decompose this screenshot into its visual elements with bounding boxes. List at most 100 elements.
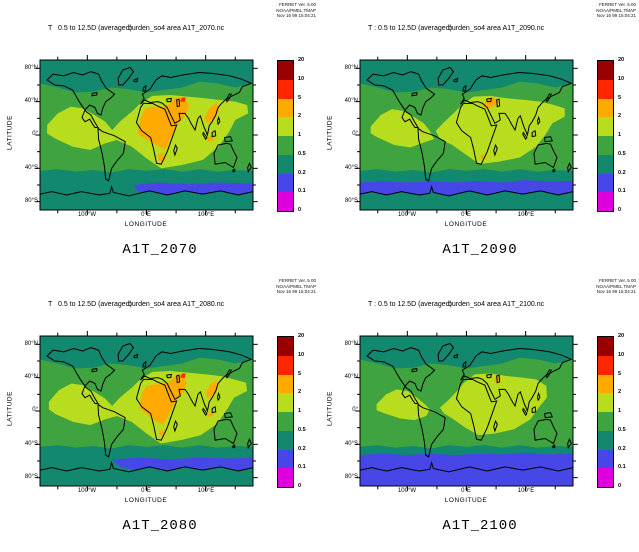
- plot-title-time-range: T : 0.5 to 12.5D (averaged): [368, 25, 452, 32]
- ferret-version-stamp: FERRET Ver. 5.00 NOAA/PMEL TMAP Nov 16 9…: [276, 278, 316, 295]
- y-tick-label: 0°: [32, 131, 38, 137]
- colorbar-segment: [278, 98, 293, 118]
- colorbar-segment: [278, 154, 293, 174]
- colorbar-label: 0.1: [618, 464, 626, 470]
- plot-title-time-range: T 0.5 to 12.5D (averaged): [48, 25, 132, 32]
- colorbar-segment: [598, 412, 613, 431]
- colorbar-label: 20: [618, 333, 625, 339]
- stamp-line: FERRET Ver. 5.00: [599, 2, 636, 7]
- y-tick-label: 80°S: [24, 198, 38, 204]
- colorbar-label: 20: [298, 57, 305, 63]
- colorbar-label: 2: [618, 389, 622, 395]
- ferret-version-stamp: FERRET Ver. 5.00 NOAA/PMEL TMAP Nov 16 9…: [596, 2, 636, 19]
- colorbar-segment: [598, 449, 613, 469]
- y-tick-label: 80°N: [344, 341, 358, 347]
- colorbar-label: 1: [298, 408, 302, 414]
- colorbar-segment: [278, 355, 293, 375]
- panel-year-label: A1T_2090: [442, 242, 518, 258]
- y-tick-label: 40°S: [24, 165, 38, 171]
- colorbar-label: 1: [298, 132, 302, 138]
- colorbar-segment: [598, 154, 613, 174]
- world-map-so4-burden: [360, 60, 573, 210]
- plot-title: T : 0.5 to 12.5D (averaged) burden_so4 a…: [320, 0, 639, 40]
- x-tick-label: 100°E: [197, 212, 215, 218]
- colorbar-label: 10: [298, 352, 305, 358]
- y-tick-label: 40°S: [24, 441, 38, 447]
- colorbar-label: 1: [618, 408, 622, 414]
- y-tick-label: 0°: [352, 407, 358, 413]
- plot-title: T 0.5 to 12.5D (averaged) burden_so4 are…: [0, 0, 319, 40]
- panel-a1t-2090: FERRET Ver. 5.00 NOAA/PMEL TMAP Nov 16 9…: [320, 0, 639, 276]
- colorbar-segment: [598, 79, 613, 99]
- x-tick-label: 0°E: [141, 488, 151, 494]
- colorbar-segment: [598, 136, 613, 155]
- x-axis-title: LONGITUDE: [444, 221, 488, 228]
- colorbar-label: 5: [298, 95, 302, 101]
- colorbar-label: 2: [298, 113, 302, 119]
- colorbar-label: 2: [298, 389, 302, 395]
- ferret-version-stamp: FERRET Ver. 5.00 NOAA/PMEL TMAP Nov 16 9…: [596, 278, 636, 295]
- y-tick-label: 0°: [352, 131, 358, 137]
- plot-title-time-range: T : 0.5 to 12.5D (averaged): [368, 301, 452, 308]
- colorbar-label: 0.2: [298, 170, 306, 176]
- colorbar-label: 20: [298, 333, 305, 339]
- colorbar: [277, 336, 294, 488]
- colorbar-label: 0: [618, 207, 622, 213]
- x-tick-label: 100°W: [397, 488, 417, 494]
- x-tick-label: 100°E: [517, 212, 535, 218]
- stamp-line: Nov 16 99 15:04:21: [276, 13, 316, 19]
- x-tick-label: 0°E: [141, 212, 151, 218]
- colorbar-segment: [278, 192, 293, 211]
- colorbar-label: 0.2: [298, 446, 306, 452]
- x-tick-label: 0°E: [461, 488, 471, 494]
- y-tick-label: 80°N: [24, 341, 38, 347]
- colorbar-label: 0.1: [618, 188, 626, 194]
- world-map-so4-burden: [40, 336, 253, 486]
- colorbar: [597, 336, 614, 488]
- plot-title-variable: burden_so4 area A1T_2090.nc: [448, 25, 545, 32]
- panel-year-label: A1T_2070: [122, 242, 198, 258]
- colorbar-segment: [278, 449, 293, 469]
- colorbar-segment: [278, 173, 293, 193]
- ferret-version-stamp: FERRET Ver. 5.00 NOAA/PMEL TMAP Nov 16 9…: [276, 2, 316, 19]
- colorbar-label: 20: [618, 57, 625, 63]
- colorbar-segment: [598, 98, 613, 118]
- colorbar-segment: [598, 337, 613, 356]
- colorbar-segment: [278, 136, 293, 155]
- plot-title: T : 0.5 to 12.5D (averaged) burden_so4 a…: [320, 276, 639, 316]
- panel-a1t-2100: FERRET Ver. 5.00 NOAA/PMEL TMAP Nov 16 9…: [320, 276, 639, 552]
- stamp-line: FERRET Ver. 5.00: [279, 278, 316, 283]
- colorbar-label: 10: [618, 352, 625, 358]
- x-tick-label: 100°W: [77, 488, 97, 494]
- colorbar-label: 10: [618, 76, 625, 82]
- y-tick-label: 40°N: [24, 374, 38, 380]
- colorbar-label: 0.1: [298, 464, 306, 470]
- y-tick-label: 40°N: [344, 98, 358, 104]
- panel-a1t-2080: FERRET Ver. 5.00 NOAA/PMEL TMAP Nov 16 9…: [0, 276, 319, 552]
- colorbar-label: 0.1: [298, 188, 306, 194]
- colorbar: [597, 60, 614, 212]
- colorbar-segment: [278, 430, 293, 450]
- colorbar-segment: [278, 337, 293, 356]
- stamp-line: Nov 16 99 15:04:21: [596, 289, 636, 295]
- y-tick-label: 80°S: [344, 474, 358, 480]
- colorbar-label: 10: [298, 76, 305, 82]
- colorbar-label: 0: [618, 483, 622, 489]
- plot-title-variable: burden_so4 area A1T_2080.nc: [128, 301, 225, 308]
- colorbar-segment: [598, 355, 613, 375]
- stamp-line: Nov 16 99 15:04:21: [276, 289, 316, 295]
- colorbar-segment: [598, 117, 613, 136]
- stamp-line: NOAA/PMEL TMAP: [276, 283, 316, 289]
- world-map-so4-burden: [40, 60, 253, 210]
- stamp-line: FERRET Ver. 5.00: [279, 2, 316, 7]
- colorbar-label: 5: [618, 95, 622, 101]
- colorbar-label: 5: [618, 371, 622, 377]
- colorbar-segment: [278, 412, 293, 431]
- colorbar-label: 0.5: [298, 427, 306, 433]
- panel-year-label: A1T_2080: [122, 518, 198, 534]
- plot-title-variable: burden_so4 area A1T_2100.nc: [448, 301, 545, 308]
- colorbar-label: 5: [298, 371, 302, 377]
- colorbar: [277, 60, 294, 212]
- panel-year-label: A1T_2100: [442, 518, 518, 534]
- plot-title-variable: burden_so4 area A1T_2070.nc: [128, 25, 225, 32]
